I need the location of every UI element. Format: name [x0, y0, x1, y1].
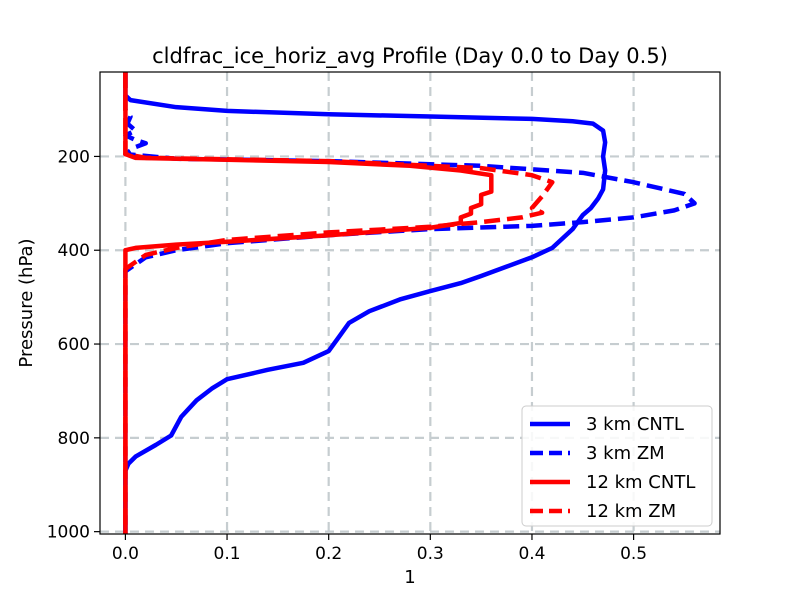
series-line-3-km-cntl [123, 72, 608, 534]
y-tick-label: 1000 [47, 523, 90, 543]
legend-label: 12 km ZM [586, 501, 676, 522]
x-tick-label: 0.5 [620, 544, 647, 564]
y-tick-label: 400 [58, 241, 90, 261]
series-line-3-km-zm [123, 72, 697, 534]
x-tick-label: 0.2 [315, 544, 342, 564]
x-tick-label: 0.4 [518, 544, 545, 564]
y-tick-label: 600 [58, 335, 90, 355]
x-tick-label: 0.1 [214, 544, 241, 564]
x-tick-label: 0.3 [417, 544, 444, 564]
legend-label: 3 km CNTL [586, 414, 684, 435]
x-axis-title: 1 [404, 567, 415, 588]
y-axis-title: Pressure (hPa) [16, 238, 37, 367]
legend: 3 km CNTL 3 km ZM 12 km CNTL 12 km ZM [521, 405, 713, 527]
axis-ticks: 0.0 0.1 0.2 0.3 0.4 0.5 200 400 600 800 1000 [47, 147, 647, 564]
chart-title: cldfrac_ice_horiz_avg Profile (Day 0.0 t… [152, 44, 668, 69]
series-lines [123, 72, 697, 534]
x-tick-label: 0.0 [112, 544, 139, 564]
legend-label: 12 km CNTL [586, 472, 695, 493]
legend-label: 3 km ZM [586, 443, 665, 464]
plot-frame [99, 71, 721, 535]
y-tick-label: 800 [58, 429, 90, 449]
y-tick-label: 200 [58, 147, 90, 167]
series-line-12-km-zm [123, 72, 555, 534]
legend-box [521, 405, 713, 527]
